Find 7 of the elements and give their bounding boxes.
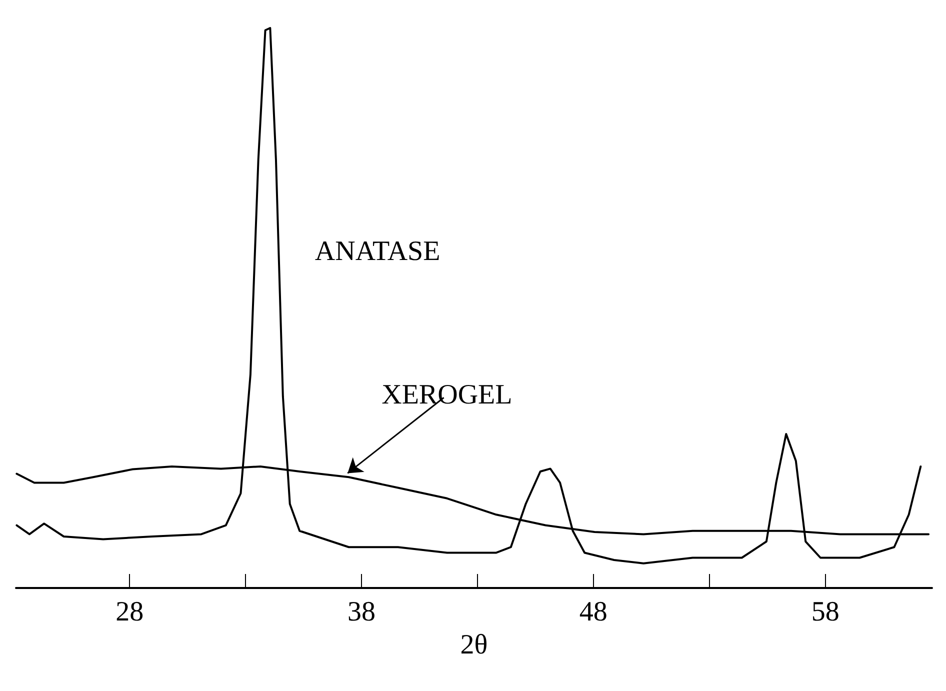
x-tick-label: 28	[116, 596, 144, 628]
x-tick-label: 48	[579, 596, 608, 628]
x-axis-title: 2θ	[460, 629, 488, 660]
x-tick-label: 58	[811, 596, 840, 628]
x-tick-label: 38	[348, 596, 376, 628]
annotation: ANATASE	[314, 236, 440, 267]
annotation: XEROGEL	[382, 380, 512, 411]
